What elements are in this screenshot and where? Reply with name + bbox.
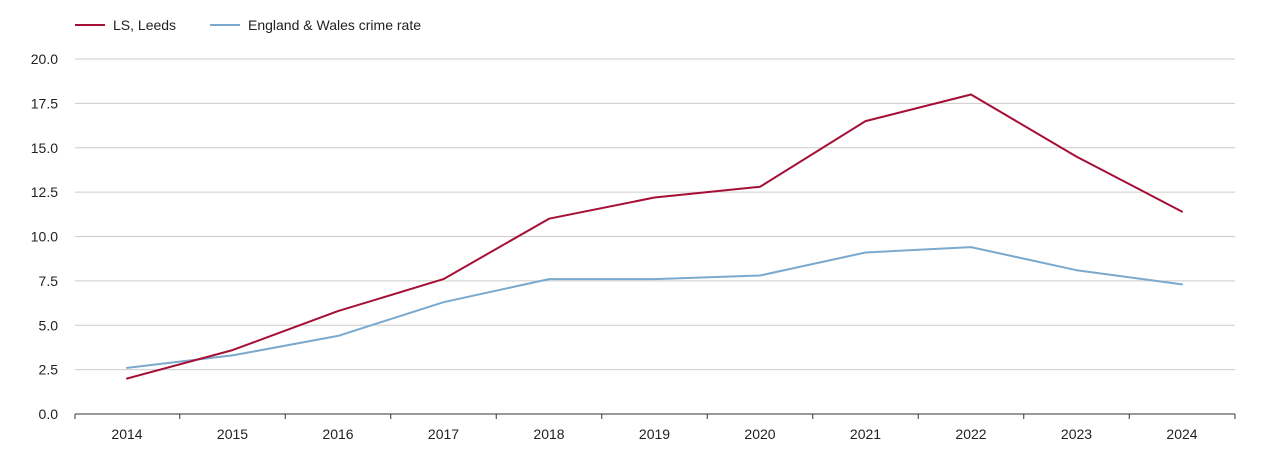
y-tick-label: 12.5 — [31, 184, 58, 200]
x-axis: 2014 2015 2016 2017 2018 2019 2020 2021 2022 2023… — [74, 414, 1236, 442]
legend-item-england-wales[interactable]: England & Wales crime rate — [210, 17, 421, 33]
gridlines — [75, 58, 1235, 371]
y-axis: 0.0 2.5 5.0 7.5 10.0 12.5 15.0 17.5 20.0 — [31, 51, 58, 422]
y-tick-label: 15.0 — [31, 140, 58, 156]
x-tick-label: 2022 — [955, 426, 986, 442]
y-tick-label: 17.5 — [31, 95, 58, 111]
y-tick-label: 0.0 — [39, 406, 59, 422]
legend-label-ls-leeds: LS, Leeds — [113, 17, 176, 33]
x-tick-label: 2019 — [639, 426, 670, 442]
x-tick-label: 2018 — [533, 426, 564, 442]
x-tick-label: 2023 — [1061, 426, 1092, 442]
x-tick-label: 2015 — [217, 426, 248, 442]
x-tick-label: 2020 — [744, 426, 775, 442]
x-tick-label: 2024 — [1166, 426, 1197, 442]
x-tick-label: 2016 — [322, 426, 353, 442]
x-tick-label: 2017 — [428, 426, 459, 442]
legend-label-england-wales: England & Wales crime rate — [248, 17, 421, 33]
y-tick-label: 2.5 — [39, 362, 59, 378]
series-line-england-wales-crime-rate[interactable] — [126, 246, 1183, 369]
x-tick-label: 2014 — [111, 426, 142, 442]
y-tick-label: 5.0 — [39, 317, 59, 333]
x-tick-label: 2021 — [850, 426, 881, 442]
y-tick-label: 20.0 — [31, 51, 58, 67]
series — [126, 93, 1183, 380]
legend-item-ls-leeds[interactable]: LS, Leeds — [75, 17, 176, 33]
y-tick-label: 7.5 — [39, 273, 59, 289]
legend: LS, Leeds England & Wales crime rate — [75, 17, 421, 33]
y-tick-label: 10.0 — [31, 229, 58, 245]
series-line-ls-leeds[interactable] — [126, 93, 1183, 380]
